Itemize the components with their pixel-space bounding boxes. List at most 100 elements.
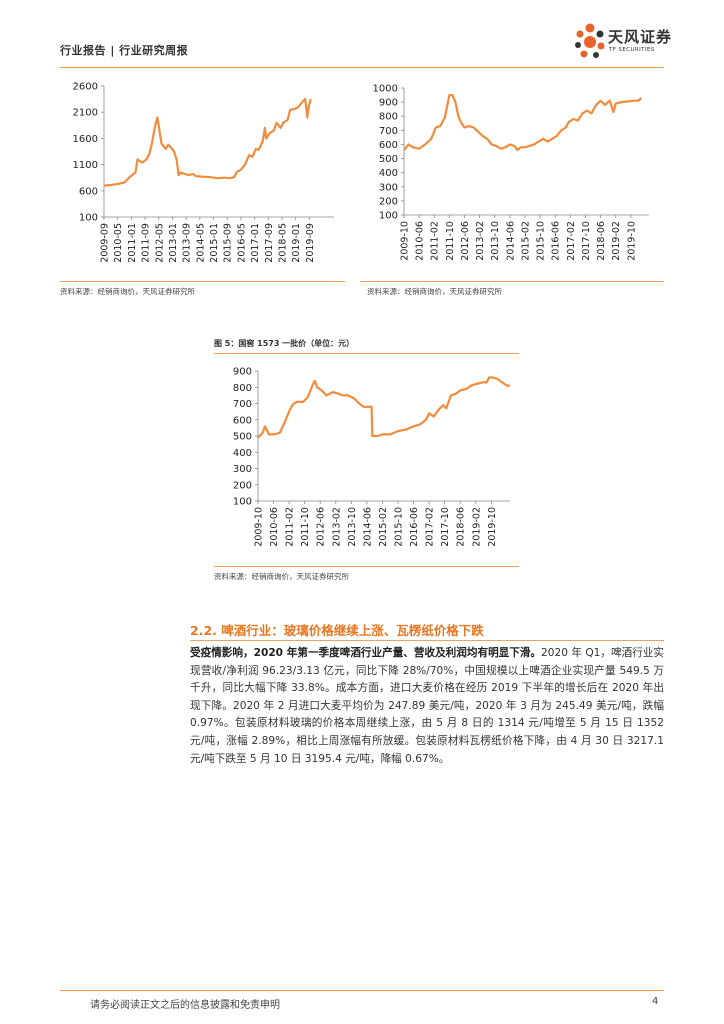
y-tick-label: 700 [233,399,252,410]
x-tick-label: 2018-06 [456,507,467,547]
x-tick-label: 2016-06 [551,221,562,261]
y-tick-label: 400 [233,448,252,459]
x-tick-label: 2009-10 [400,221,411,261]
y-tick-label: 1600 [73,134,98,145]
y-tick-label: 800 [233,383,252,394]
y-tick-label: 100 [379,211,398,222]
x-tick-label: 2017-10 [440,507,451,547]
x-tick-label: 2017-09 [264,223,275,263]
x-tick-label: 2019-01 [291,223,302,263]
source-right: 资料来源：经销商询价，天风证券研究所 [367,287,502,296]
tf-logo-icon [575,23,605,58]
y-tick-label: 600 [79,186,98,197]
x-tick-label: 2011-02 [430,221,441,261]
x-tick-label: 2009-10 [254,507,265,547]
x-tick-label: 2017-01 [250,223,261,263]
x-tick-label: 2018-05 [277,223,288,263]
x-tick-label: 2016-05 [236,223,247,263]
x-tick-label: 2013-01 [168,223,179,263]
y-tick-label: 600 [379,140,398,151]
y-tick-label: 1000 [373,84,398,95]
x-tick-label: 2015-10 [394,507,405,547]
y-tick-label: 300 [233,464,252,475]
section-paragraph: 受疫情影响，2020 年第一季度啤酒行业产量、营收及利润均有明显下滑。2020 … [190,645,664,768]
x-tick-label: 2016-06 [409,507,420,547]
x-tick-label: 2017-02 [425,507,436,547]
y-tick-label: 300 [379,182,398,193]
y-tick-label: 200 [379,196,398,207]
chart-top-right-rule [360,281,664,282]
chart-top-right: 100 200 300 400 500 600 700 800 900 1000 2009-10 20… [373,84,649,261]
x-tick-label: 2015-10 [536,221,547,261]
x-tick-label: 2009-09 [100,223,111,263]
chart-figure-5: 100 200 300 400 500 600 700 800 900 2009-10 2010-0… [233,367,510,547]
chart-top-left-rule [60,281,345,282]
x-tick-label: 2013-10 [490,221,501,261]
x-tick-label: 2014-06 [362,507,373,547]
figure-5-title-rule [214,353,519,354]
x-tick-label: 2011-10 [445,221,456,261]
x-tick-label: 2019-02 [471,507,482,547]
x-tick-label: 2019-10 [487,507,498,547]
x-tick-label: 2011-01 [127,223,138,263]
price-series-line [257,376,510,439]
x-tick-label: 2015-01 [209,223,220,263]
footer-divider [60,990,664,991]
x-tick-label: 2010-05 [113,223,124,263]
header-title: 行业报告 | 行业研究周报 [60,44,189,57]
x-tick-label: 2011-10 [300,507,311,547]
y-tick-label: 900 [233,367,252,378]
x-tick-label: 2019-02 [611,221,622,261]
y-tick-label: 400 [379,168,398,179]
x-tick-label: 2019-09 [305,223,316,263]
x-tick-label: 2013-10 [347,507,358,547]
x-tick-label: 2011-02 [285,507,296,547]
figure-5-bottom-rule [214,566,519,567]
y-tick-label: 600 [233,415,252,426]
y-tick-label: 500 [379,154,398,165]
y-tick-label: 2600 [73,82,98,93]
x-tick-label: 2017-02 [566,221,577,261]
y-tick-label: 200 [233,480,252,491]
y-tick-label: 900 [379,98,398,109]
source-center: 资料来源：经销商询价，天风证券研究所 [214,572,349,581]
x-tick-label: 2019-10 [626,221,637,261]
x-tick-label: 2011-09 [141,223,152,263]
logo-text: 天风证券 [608,28,673,46]
footer-disclaimer: 请务必阅读正文之后的信息披露和免责申明 [90,1000,280,1011]
x-tick-label: 2017-10 [581,221,592,261]
logo-subtext: TF SECURITIES [609,47,655,53]
section-divider [190,640,664,641]
price-series-line [403,94,643,152]
y-tick-label: 100 [79,213,98,224]
page-number: 4 [652,996,659,1007]
x-tick-label: 2015-09 [223,223,234,263]
y-tick-label: 500 [233,432,252,443]
x-tick-label: 2012-05 [154,223,165,263]
x-tick-label: 2010-06 [269,507,280,547]
price-series-line [103,98,312,187]
x-tick-label: 2012-06 [460,221,471,261]
y-tick-label: 700 [379,126,398,137]
paragraph-body: 2020 年 Q1，啤酒行业实现营收/净利润 96.23/3.13 亿元，同比下… [190,647,664,765]
x-tick-label: 2013-02 [475,221,486,261]
header-divider [60,67,664,68]
source-left: 资料来源：经销商询价，天风证券研究所 [60,287,195,296]
y-tick-label: 1100 [73,160,98,171]
x-tick-label: 2010-06 [415,221,426,261]
x-tick-label: 2014-06 [505,221,516,261]
y-tick-label: 100 [233,497,252,508]
paragraph-lead: 受疫情影响，2020 年第一季度啤酒行业产量、营收及利润均有明显下滑。 [190,647,542,659]
x-tick-label: 2013-02 [331,507,342,547]
x-tick-label: 2015-02 [378,507,389,547]
x-tick-label: 2018-06 [596,221,607,261]
x-tick-label: 2013-09 [182,223,193,263]
figure-5-title: 图 5：国窖 1573 一批价（单位：元） [214,339,355,348]
x-tick-label: 2012-06 [316,507,327,547]
y-tick-label: 2100 [73,108,98,119]
section-heading: 2.2. 啤酒行业：玻璃价格继续上涨、瓦楞纸价格下跌 [190,623,484,638]
x-tick-label: 2014-05 [195,223,206,263]
y-tick-label: 800 [379,112,398,123]
x-tick-label: 2015-02 [520,221,531,261]
